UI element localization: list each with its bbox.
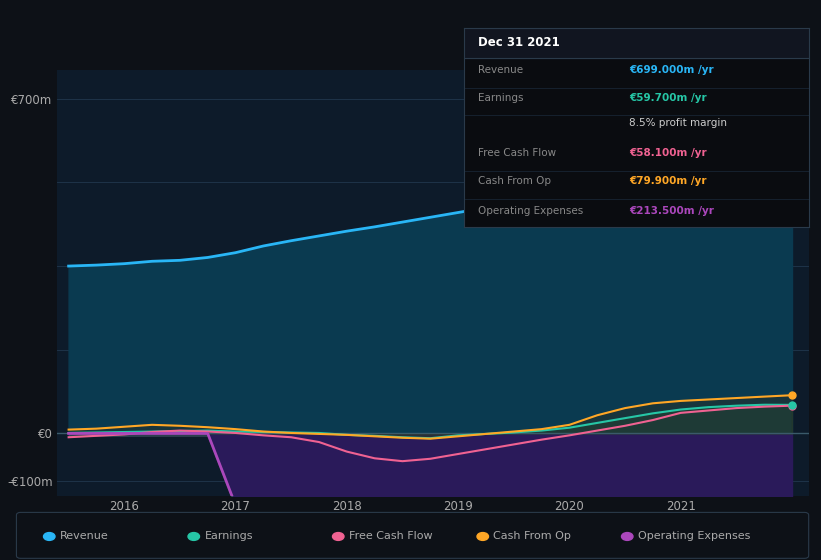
Text: Cash From Op: Cash From Op xyxy=(493,531,571,542)
Text: Operating Expenses: Operating Expenses xyxy=(478,206,583,216)
Text: €59.700m /yr: €59.700m /yr xyxy=(630,92,707,102)
Text: 8.5% profit margin: 8.5% profit margin xyxy=(630,118,727,128)
Text: €699.000m /yr: €699.000m /yr xyxy=(630,65,714,74)
Text: Revenue: Revenue xyxy=(60,531,108,542)
Text: Revenue: Revenue xyxy=(478,65,523,74)
Text: Earnings: Earnings xyxy=(204,531,253,542)
Text: €79.900m /yr: €79.900m /yr xyxy=(630,176,707,186)
Text: Earnings: Earnings xyxy=(478,92,523,102)
Text: Free Cash Flow: Free Cash Flow xyxy=(349,531,433,542)
Text: Free Cash Flow: Free Cash Flow xyxy=(478,148,556,158)
Text: €58.100m /yr: €58.100m /yr xyxy=(630,148,707,158)
Text: Dec 31 2021: Dec 31 2021 xyxy=(478,36,559,49)
Bar xyxy=(464,28,809,58)
Text: Operating Expenses: Operating Expenses xyxy=(638,531,750,542)
Text: Cash From Op: Cash From Op xyxy=(478,176,551,186)
Text: €213.500m /yr: €213.500m /yr xyxy=(630,206,714,216)
